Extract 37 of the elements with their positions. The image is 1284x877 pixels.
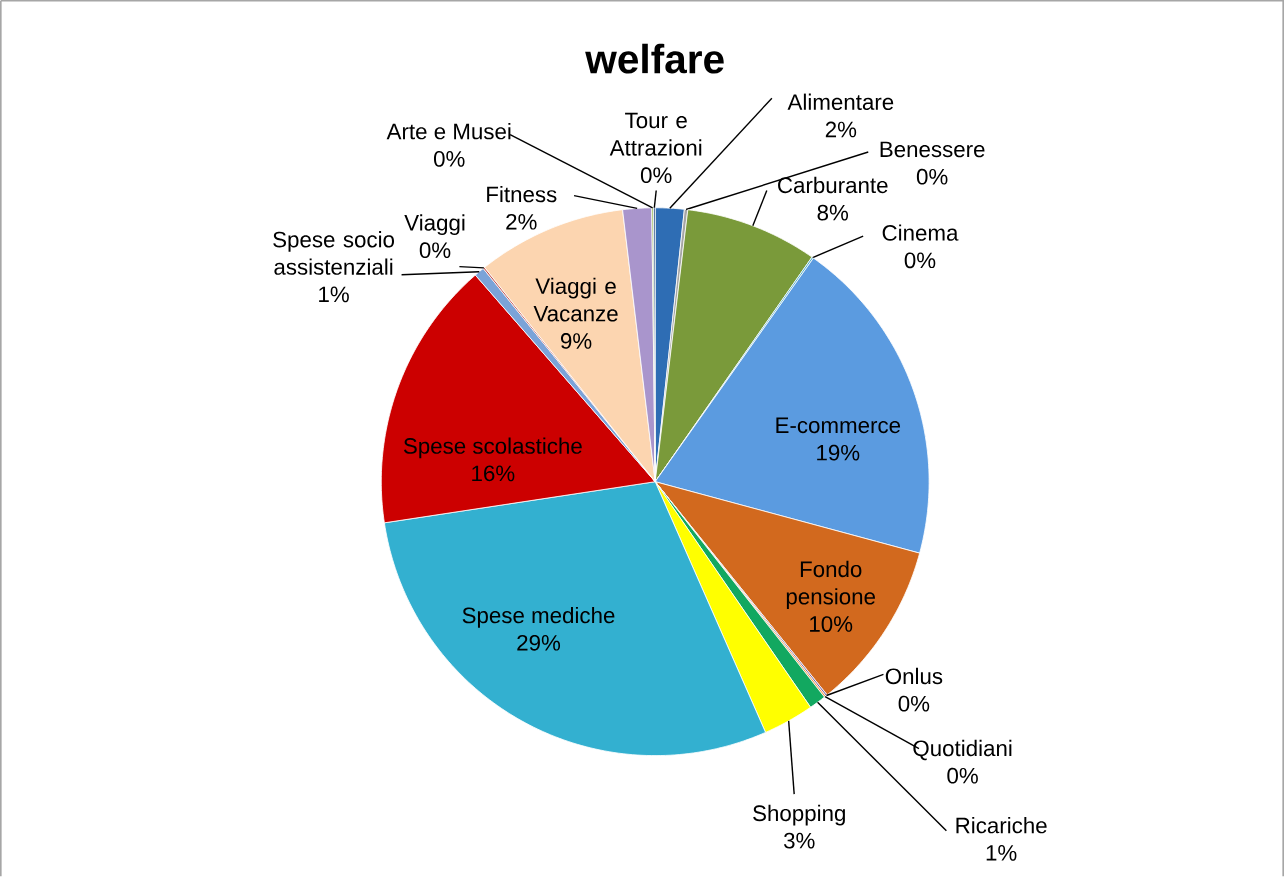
slice-label: Tour e Attrazioni: [609, 112, 702, 156]
data-label: 0%: [916, 168, 948, 185]
chart-title: welfare: [585, 43, 724, 74]
slice-label: Quotidiani: [913, 739, 1012, 761]
data-label: 10%: [810, 616, 853, 632]
data-label: 0%: [433, 150, 465, 167]
slice-label: Onlus: [885, 667, 943, 685]
slice-label: Spese socio assistenziali: [273, 231, 395, 275]
data-label: 19%: [817, 444, 860, 461]
slice-label: Arte e Musei: [386, 122, 511, 140]
slice-label: Alimentare: [787, 93, 894, 110]
slice-label: E-commerce: [776, 417, 901, 434]
slice-label: Fitness: [487, 185, 557, 203]
data-label: 8%: [817, 204, 849, 221]
slice-label: Shopping: [753, 804, 845, 826]
slice-label: Fondo pensione: [786, 560, 875, 609]
data-label: 0%: [947, 767, 978, 784]
data-label: 2%: [506, 213, 537, 230]
data-label: 16%: [472, 465, 515, 482]
data-label: 2%: [825, 121, 857, 138]
slice-label: Spese scolastiche: [403, 437, 582, 459]
slice-label: Ricariche: [956, 816, 1047, 834]
slice-label: Carburante: [778, 176, 888, 194]
data-label: 0%: [904, 252, 936, 269]
slice-label: Viaggi e Vacanze: [533, 277, 618, 322]
data-label: 1%: [319, 286, 349, 303]
slice-label: Benessere: [880, 141, 985, 158]
slice-label: Viaggi: [404, 214, 465, 236]
data-label: 0%: [640, 167, 672, 184]
data-label: 0%: [898, 695, 930, 712]
data-label: 1%: [986, 844, 1017, 861]
slice-label: Spese mediche: [462, 606, 615, 628]
data-label: 3%: [783, 832, 815, 849]
data-label: 29%: [517, 634, 561, 651]
data-label: 9%: [560, 333, 592, 349]
data-label: 0%: [419, 242, 451, 259]
slice-label: Cinema: [882, 224, 959, 241]
